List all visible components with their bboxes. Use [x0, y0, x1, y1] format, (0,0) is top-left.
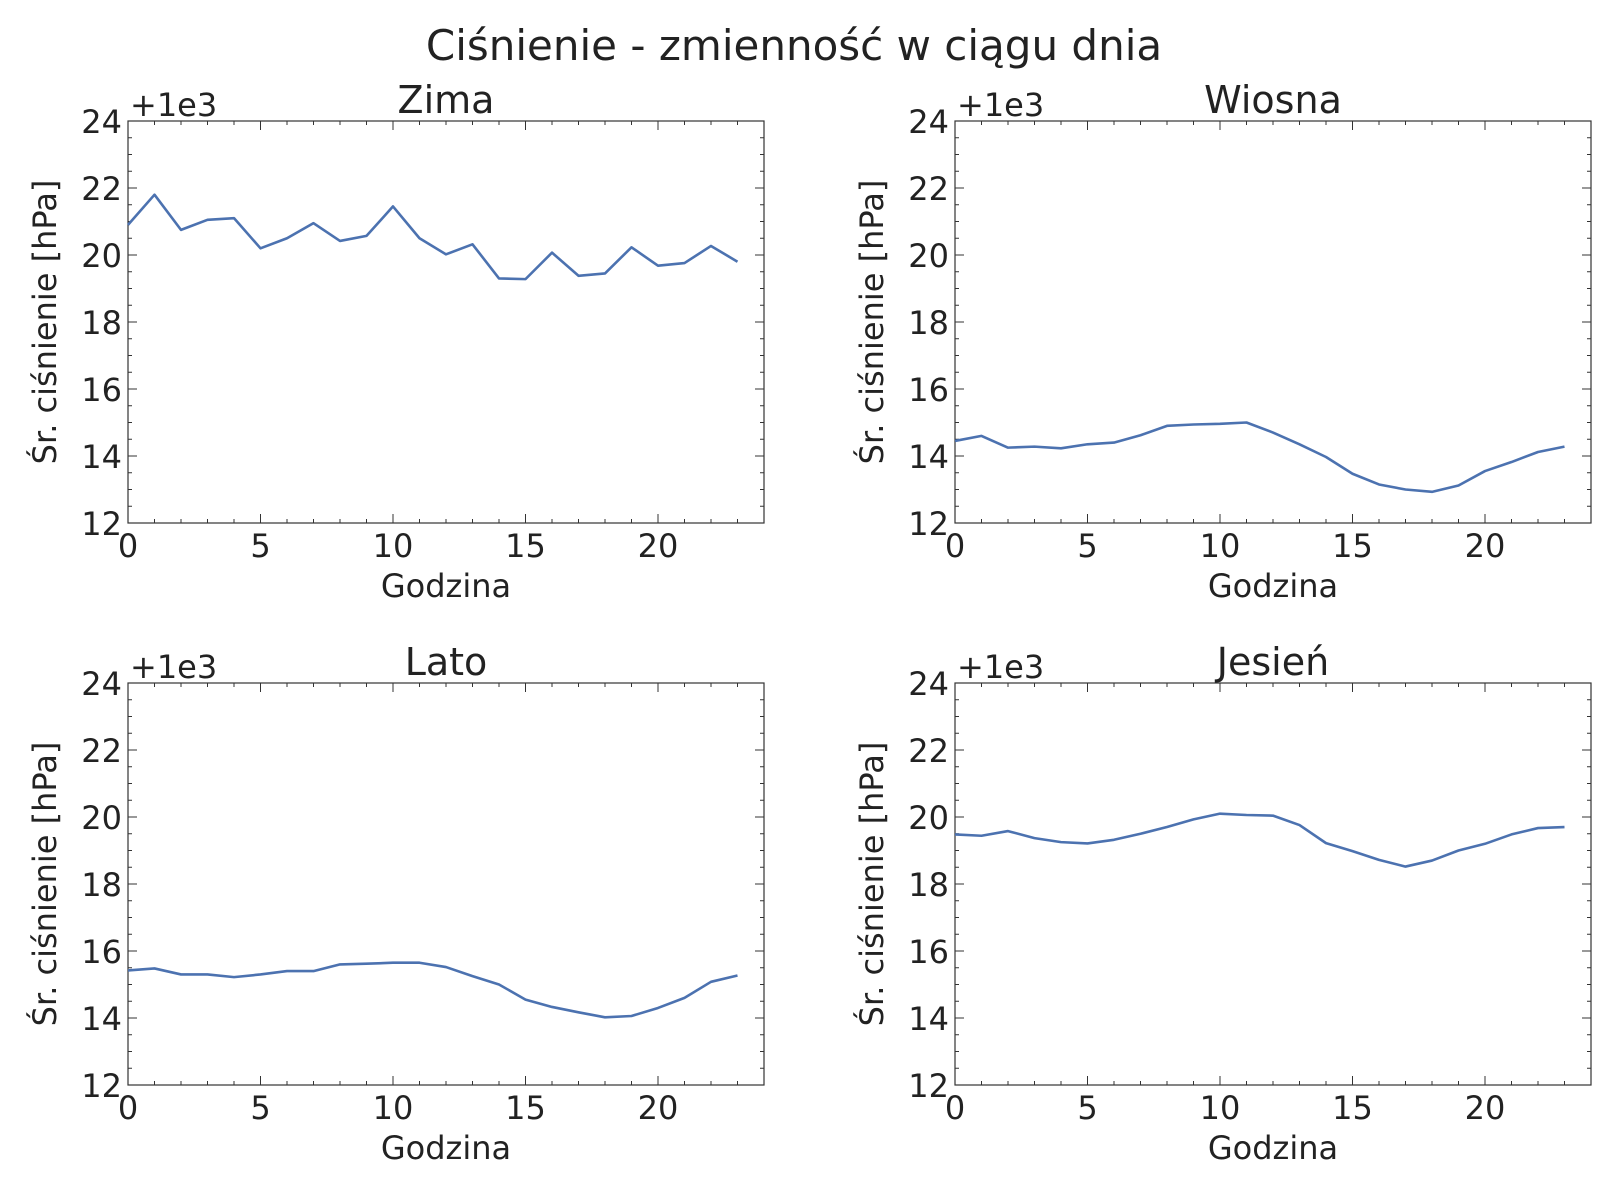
y-tick-label: 24 [81, 665, 122, 703]
x-tick-label: 15 [1332, 1089, 1373, 1127]
series-line [954, 421, 1565, 494]
axis-offset-label: +1e3 [130, 648, 217, 686]
y-tick-label: 12 [908, 1067, 949, 1105]
x-tick-label: 0 [118, 527, 138, 565]
y-tick-label: 18 [908, 304, 949, 342]
subplot-title: Jesień [1215, 640, 1329, 684]
x-tick-label: 10 [373, 1089, 414, 1127]
subplot-title: Wiosna [1204, 78, 1342, 122]
y-tick-label: 14 [81, 1000, 122, 1038]
x-axis-label: Godzina [381, 567, 511, 605]
y-tick-label: 20 [81, 799, 122, 837]
y-tick-label: 16 [908, 371, 949, 409]
y-axis-label: Śr. ciśnienie [hPa] [852, 742, 891, 1027]
subplot-2: 12 14 16 18 20 22 24 0 5 10 15 20 +1e3 Wiosna Godzina Ś… [852, 78, 1592, 605]
series-line [127, 961, 738, 1019]
y-tick-label: 24 [908, 665, 949, 703]
axis-offset-label: +1e3 [957, 86, 1044, 124]
y-tick-label: 20 [81, 237, 122, 275]
y-tick-label: 24 [81, 103, 122, 141]
axis-offset-label: +1e3 [957, 648, 1044, 686]
y-tick-label: 18 [81, 866, 122, 904]
y-axis-label: Śr. ciśnienie [hPa] [852, 180, 891, 465]
y-tick-label: 12 [81, 505, 122, 543]
x-tick-label: 0 [118, 1089, 138, 1127]
subplot-4: 12 14 16 18 20 22 24 0 5 10 15 20 +1e3 Jesień Godzina Ś… [852, 640, 1592, 1167]
subplot-3: 12 14 16 18 20 22 24 0 5 10 15 20 +1e3 Lato Godzina Śr.… [25, 640, 765, 1167]
y-tick-label: 18 [908, 866, 949, 904]
y-tick-label: 22 [81, 732, 122, 770]
y-axis-label: Śr. ciśnienie [hPa] [25, 180, 64, 465]
x-tick-label: 15 [1332, 527, 1373, 565]
x-tick-label: 15 [505, 1089, 546, 1127]
y-tick-label: 12 [908, 505, 949, 543]
subplot-title: Lato [405, 640, 488, 684]
y-axis-label: Śr. ciśnienie [hPa] [25, 742, 64, 1027]
y-tick-label: 14 [908, 1000, 949, 1038]
plot-area-frame [954, 120, 1592, 524]
x-tick-label: 5 [1077, 1089, 1097, 1127]
y-tick-label: 16 [81, 371, 122, 409]
x-axis-label: Godzina [1208, 567, 1338, 605]
x-tick-label: 10 [1200, 527, 1241, 565]
y-tick-label: 24 [908, 103, 949, 141]
x-axis-label: Godzina [1208, 1129, 1338, 1167]
x-tick-label: 5 [1077, 527, 1097, 565]
x-tick-label: 10 [373, 527, 414, 565]
figure-title: Ciśnienie - zmienność w ciągu dnia [426, 21, 1162, 70]
y-tick-label: 14 [81, 438, 122, 476]
y-tick-label: 20 [908, 799, 949, 837]
x-tick-label: 0 [945, 1089, 965, 1127]
y-tick-label: 18 [81, 304, 122, 342]
x-axis-label: Godzina [381, 1129, 511, 1167]
x-tick-label: 20 [638, 1089, 679, 1127]
subplot-1: 12 14 16 18 20 22 24 0 5 10 15 20 +1e3 Zima Godzina Śr.… [25, 78, 765, 605]
x-tick-label: 20 [638, 527, 679, 565]
y-tick-label: 22 [908, 170, 949, 208]
axis-offset-label: +1e3 [130, 86, 217, 124]
series-line [954, 812, 1565, 868]
subplot-title: Zima [398, 78, 495, 122]
x-tick-label: 15 [505, 527, 546, 565]
y-tick-label: 14 [908, 438, 949, 476]
x-tick-label: 0 [945, 527, 965, 565]
series-line [127, 193, 739, 281]
plot-area-frame [954, 682, 1592, 1086]
plot-area-frame [127, 682, 765, 1086]
y-tick-label: 22 [81, 170, 122, 208]
x-tick-label: 10 [1200, 1089, 1241, 1127]
y-tick-label: 16 [908, 933, 949, 971]
x-tick-label: 5 [250, 527, 270, 565]
x-tick-label: 5 [250, 1089, 270, 1127]
x-tick-label: 20 [1465, 527, 1506, 565]
y-tick-label: 12 [81, 1067, 122, 1105]
x-tick-label: 20 [1465, 1089, 1506, 1127]
y-tick-label: 16 [81, 933, 122, 971]
y-tick-label: 22 [908, 732, 949, 770]
y-tick-label: 20 [908, 237, 949, 275]
plot-area-frame [127, 120, 765, 524]
